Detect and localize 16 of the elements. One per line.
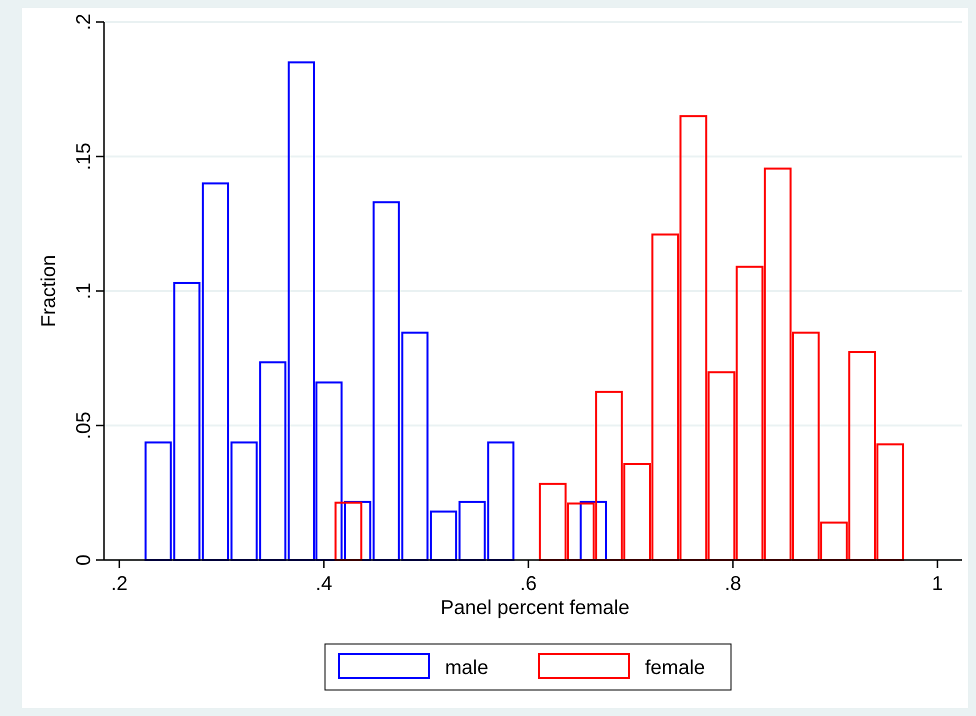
y-tick-label: .1 (73, 282, 95, 300)
y-tick-label: .15 (73, 142, 95, 170)
legend-label: female (645, 657, 706, 679)
y-tick-label: .2 (73, 14, 95, 30)
y-axis-title: Fraction (38, 254, 60, 328)
y-tick-label: 0 (73, 554, 95, 566)
x-tick-label: .6 (520, 573, 537, 595)
x-axis-title: Panel percent female (440, 597, 630, 619)
bar (580, 500, 607, 561)
x-tick-label: .4 (316, 573, 332, 595)
legend-label: male (445, 657, 488, 679)
x-tick-label: 1 (932, 573, 944, 595)
x-tick-label: .8 (724, 573, 742, 595)
y-tick-label: .05 (73, 412, 95, 440)
x-tick-label: .2 (110, 573, 128, 595)
bar (334, 502, 362, 561)
